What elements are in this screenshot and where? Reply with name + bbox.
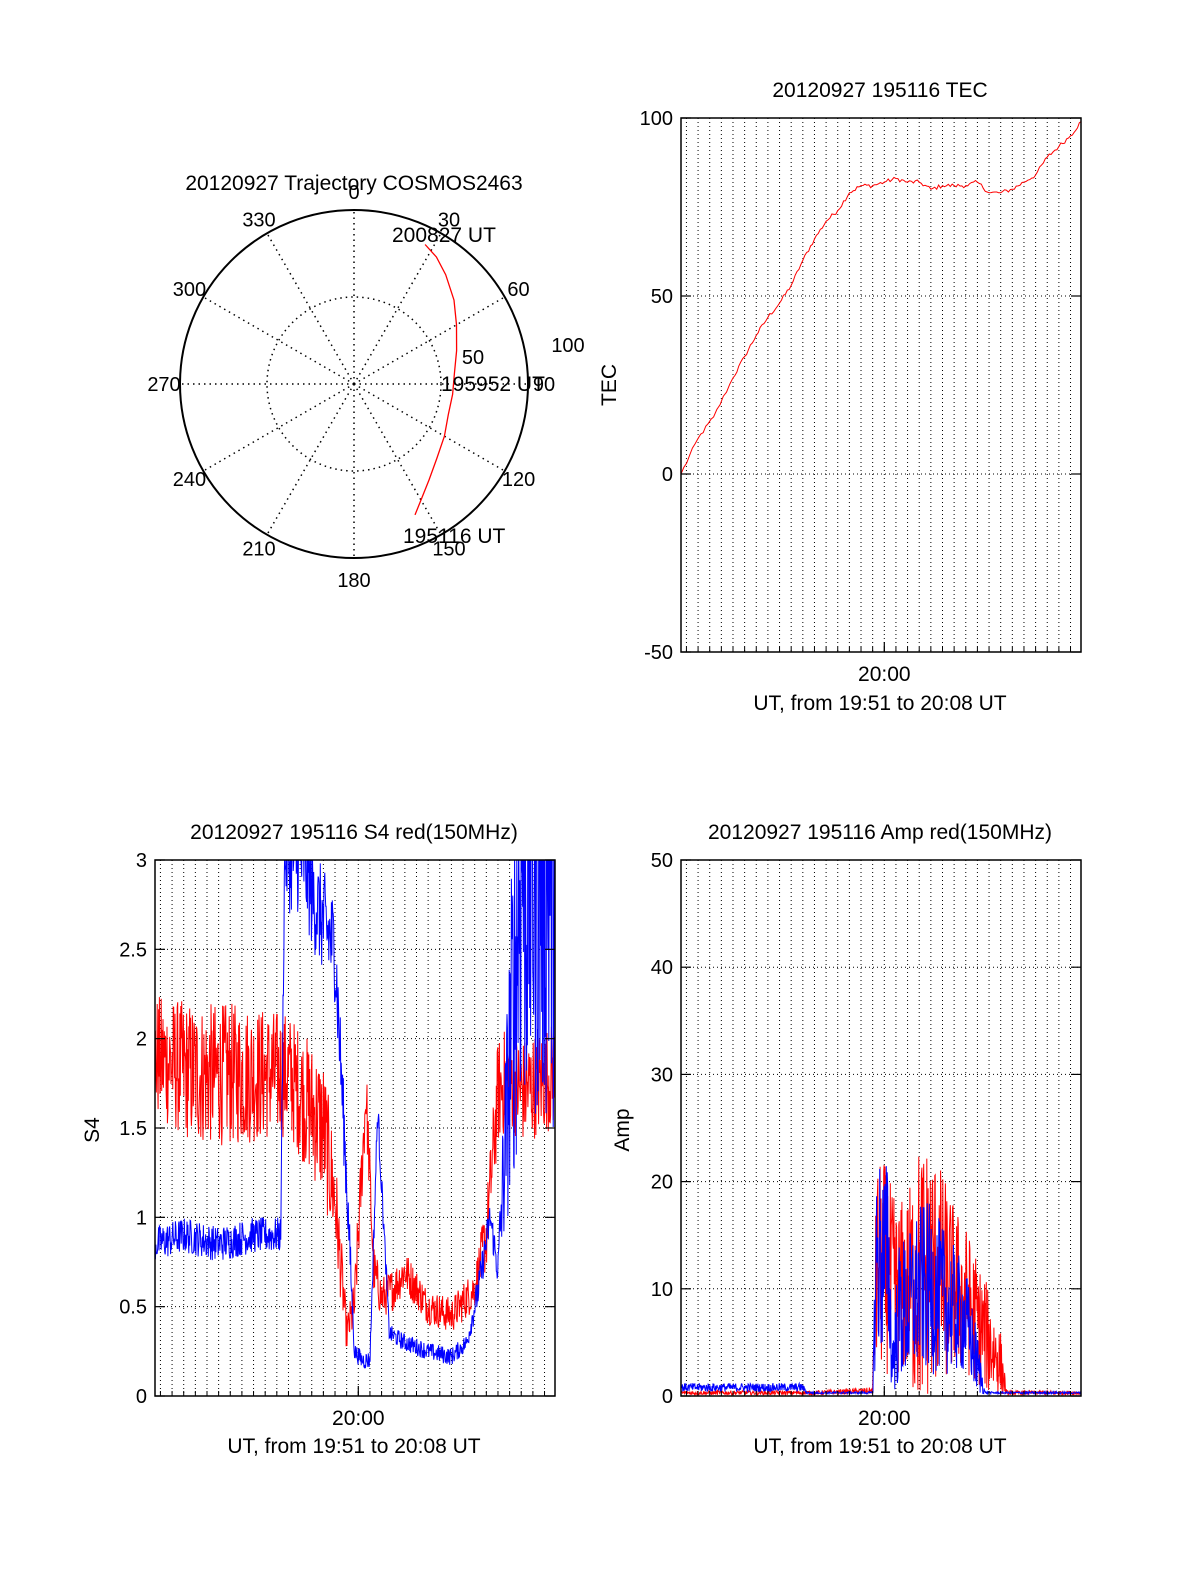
amp-ytick-label: 40	[651, 957, 673, 979]
s4-series-red	[155, 997, 555, 1347]
polar-grid-spoke	[266, 232, 355, 385]
s4-y-axis: 0 0.5 1 1.5 2 2.5 3	[119, 850, 555, 1408]
polar-grid-spoke	[353, 383, 442, 536]
amp-ytick-label: 50	[651, 850, 673, 872]
polar-time-annotation: 195116 UT	[403, 525, 506, 548]
polar-trajectory-plot: 20120927 Trajectory COSMOS2463 0 30 60 90 12…	[147, 172, 584, 592]
polar-grid-spoke	[202, 383, 355, 472]
polar-radial-label-100: 100	[551, 335, 584, 357]
amp-ytick-label: 10	[651, 1279, 673, 1301]
s4-ytick-label: 2.5	[119, 939, 147, 961]
s4-ytick-label: 0	[136, 1386, 147, 1408]
polar-angle-label: 270	[147, 374, 180, 396]
tec-series	[681, 121, 1081, 475]
amp-series-blue	[681, 1166, 1081, 1396]
tec-xtick-label: 20:00	[858, 663, 911, 686]
amp-frame	[680, 859, 1082, 1397]
polar-annotations: 195116 UT 195952 UT 200827 UT	[392, 224, 545, 548]
polar-radial-label-50: 50	[462, 347, 484, 369]
amp-ytick-label: 0	[662, 1386, 673, 1408]
amp-grid	[681, 859, 1081, 1397]
polar-grid-spoke	[266, 383, 355, 536]
tec-grid	[681, 117, 1081, 653]
tec-ytick-label: -50	[644, 642, 673, 664]
tec-ylabel: TEC	[598, 364, 621, 406]
polar-grid-spoke	[353, 296, 506, 385]
polar-angle-label: 210	[242, 539, 275, 561]
polar-angle-label: 90	[533, 374, 555, 396]
tec-series-red	[681, 121, 1081, 475]
polar-grid-spoke	[353, 383, 506, 472]
amp-ytick-label: 20	[651, 1172, 673, 1194]
polar-angle-label: 120	[502, 469, 535, 491]
polar-angle-label: 60	[507, 279, 529, 301]
s4-ylabel: S4	[81, 1117, 104, 1143]
polar-grid-spoke	[202, 296, 355, 385]
tec-ytick-label: 50	[651, 286, 673, 308]
s4-ytick-label: 1.5	[119, 1118, 147, 1140]
tec-title: 20120927 195116 TEC	[772, 79, 987, 102]
amp-xtick-label: 20:00	[858, 1407, 911, 1430]
s4-series-blue	[155, 860, 555, 1369]
polar-angle-label: 180	[337, 570, 370, 592]
amp-ylabel: Amp	[611, 1108, 634, 1151]
tec-ytick-label: 100	[640, 108, 673, 130]
polar-angle-label: 150	[432, 539, 465, 561]
amp-ytick-label: 30	[651, 1064, 673, 1086]
amp-title: 20120927 195116 Amp red(150MHz)	[708, 821, 1052, 844]
amp-x-axis: 20:00	[685, 1386, 1072, 1430]
polar-title: 20120927 Trajectory COSMOS2463	[185, 172, 522, 195]
s4-xlabel: UT, from 19:51 to 20:08 UT	[227, 1435, 480, 1458]
polar-angle-label: 0	[348, 182, 359, 204]
polar-time-annotation: 200827 UT	[392, 224, 496, 247]
s4-xtick-label: 20:00	[332, 1407, 385, 1430]
tec-x-axis: 20:00	[685, 642, 1072, 686]
s4-plot: 20120927 195116 S4 red(150MHz) S4 UT, fr…	[81, 821, 556, 1458]
s4-ytick-label: 2	[136, 1029, 147, 1051]
s4-ytick-label: 1	[136, 1207, 147, 1229]
amp-series	[681, 1156, 1081, 1396]
polar-angle-label: 330	[242, 209, 275, 231]
polar-trajectory-trace	[414, 244, 458, 516]
tec-y-axis: -50 0 50 100	[640, 108, 1081, 664]
polar-angle-label: 300	[173, 279, 206, 301]
polar-angle-label: 30	[438, 209, 460, 231]
s4-title: 20120927 195116 S4 red(150MHz)	[190, 821, 518, 844]
polar-time-annotation: 195952 UT	[441, 373, 545, 396]
amp-y-axis: 0 10 20 30 40 50	[651, 850, 1081, 1408]
tec-xlabel: UT, from 19:51 to 20:08 UT	[753, 692, 1006, 715]
polar-grid-circle	[266, 296, 442, 472]
tec-frame	[680, 117, 1082, 653]
polar-outer-circle	[179, 209, 529, 559]
s4-x-axis: 20:00	[159, 1386, 546, 1430]
amp-xlabel: UT, from 19:51 to 20:08 UT	[753, 1435, 1006, 1458]
s4-series	[155, 860, 555, 1369]
tec-ytick-label: 0	[662, 464, 673, 486]
polar-grid-spoke	[353, 232, 442, 385]
polar-grid	[179, 209, 529, 559]
polar-trajectory-line	[414, 244, 458, 516]
amp-plot: 20120927 195116 Amp red(150MHz) Amp UT, …	[611, 821, 1082, 1458]
polar-angle-labels: 0 30 60 90 120 150 180 210 240 270 300 330	[147, 182, 555, 592]
polar-angle-label: 240	[173, 469, 206, 491]
tec-plot: 20120927 195116 TEC TEC UT, from 19:51 t…	[598, 79, 1082, 715]
s4-ytick-label: 0.5	[119, 1297, 147, 1319]
s4-ytick-label: 3	[136, 850, 147, 872]
